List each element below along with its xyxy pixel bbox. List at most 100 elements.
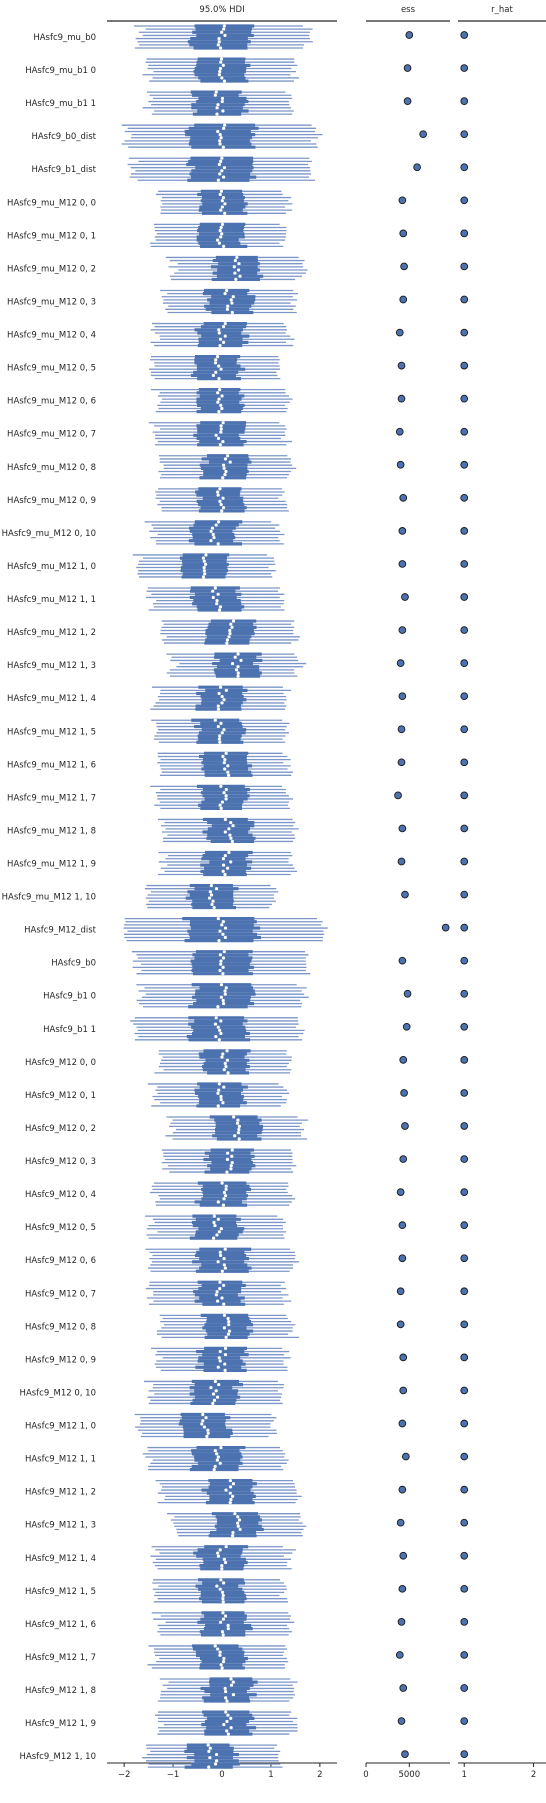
- median-point: [221, 965, 225, 969]
- median-point: [217, 1082, 221, 1086]
- parameter-row: [150, 685, 292, 711]
- median-point: [228, 1479, 232, 1483]
- rhat-point: [460, 1551, 469, 1560]
- median-point: [219, 367, 223, 371]
- median-point: [216, 1104, 220, 1108]
- median-point: [216, 1554, 221, 1558]
- parameter-label: HAsfc9_mu_M12 1, 2: [7, 628, 96, 638]
- median-point: [237, 1124, 241, 1129]
- median-point: [209, 529, 213, 533]
- rhat-panel: r_hat 1 2: [458, 5, 546, 1780]
- median-point: [214, 1016, 218, 1020]
- median-point: [223, 830, 227, 834]
- rhat-point: [460, 1089, 469, 1097]
- median-point: [223, 1194, 228, 1198]
- median-point: [217, 364, 221, 368]
- parameter-label: HAsfc9_mu_M12 1, 8: [7, 826, 96, 836]
- parameter-label: HAsfc9_mu_M12 0, 5: [7, 364, 96, 374]
- median-point: [218, 953, 223, 957]
- parameter-row: [121, 123, 323, 149]
- median-point: [214, 1389, 218, 1393]
- median-point: [222, 1257, 226, 1261]
- rhat-point: [460, 1155, 469, 1163]
- parameter-label: HAsfc9_M12 0, 6: [25, 1256, 96, 1266]
- median-point: [229, 1683, 234, 1687]
- ess-point: [401, 1452, 410, 1461]
- parameter-label: HAsfc9_M12 1, 2: [25, 1488, 96, 1498]
- median-point: [221, 506, 226, 510]
- median-point: [221, 1593, 225, 1598]
- rhat-point: [460, 394, 469, 403]
- median-point: [223, 854, 227, 858]
- median-point: [216, 704, 220, 708]
- median-point: [231, 1693, 236, 1697]
- parameter-row: [145, 1214, 287, 1240]
- median-point: [218, 499, 222, 504]
- median-point: [217, 331, 221, 335]
- median-point: [239, 658, 243, 663]
- median-point: [222, 126, 226, 130]
- parameter-label: HAsfc9_mu_M12 0, 4: [7, 331, 96, 341]
- ess-point: [399, 1386, 408, 1395]
- median-point: [207, 896, 212, 900]
- median-point: [219, 430, 223, 434]
- median-point: [223, 817, 227, 822]
- parameter-row: [150, 388, 293, 414]
- median-point: [211, 1236, 216, 1240]
- parameter-row: [149, 1181, 296, 1207]
- median-point: [211, 1401, 215, 1406]
- median-point: [227, 1320, 231, 1324]
- median-point: [218, 1548, 222, 1552]
- median-point: [219, 1445, 223, 1450]
- median-point: [218, 1250, 222, 1254]
- median-point: [232, 265, 236, 269]
- median-point: [211, 1392, 216, 1396]
- ess-point: [401, 890, 409, 899]
- median-point: [219, 1019, 223, 1023]
- ess-point: [398, 527, 407, 535]
- median-point: [229, 836, 233, 840]
- median-point: [225, 1058, 230, 1062]
- median-point: [226, 1626, 230, 1631]
- median-point: [217, 608, 222, 612]
- median-point: [219, 189, 224, 193]
- median-point: [217, 1038, 221, 1042]
- median-point: [223, 123, 227, 127]
- median-point: [223, 1362, 227, 1366]
- median-point: [220, 30, 224, 34]
- median-point: [218, 388, 222, 392]
- panel-title-hdi: 95.0% HDI: [199, 5, 244, 15]
- median-point: [217, 1088, 221, 1092]
- median-point: [220, 99, 224, 104]
- parameter-row: [144, 520, 285, 546]
- median-point: [218, 1286, 222, 1291]
- median-point: [219, 962, 223, 966]
- median-point: [223, 989, 227, 993]
- median-point: [219, 424, 223, 428]
- median-point: [200, 1422, 204, 1426]
- ess-point: [397, 394, 406, 403]
- parameter-row: [142, 90, 294, 116]
- rhat-point: [460, 1287, 469, 1296]
- median-point: [221, 1660, 226, 1664]
- median-point: [238, 1527, 242, 1532]
- median-point: [217, 328, 221, 332]
- rhat-point: [460, 1254, 469, 1263]
- rhat-point: [460, 890, 469, 899]
- rhat-point: [460, 1419, 469, 1428]
- median-point: [223, 926, 228, 930]
- median-point: [215, 106, 219, 110]
- median-point: [223, 334, 227, 338]
- median-point: [220, 394, 224, 398]
- median-point: [220, 76, 224, 80]
- rhat-point: [460, 527, 469, 535]
- rhat-point: [460, 130, 469, 139]
- median-point: [219, 136, 223, 140]
- median-point: [231, 619, 236, 623]
- median-point: [228, 1501, 232, 1505]
- median-point: [214, 1035, 218, 1039]
- parameter-label: HAsfc9_mu_M12 0, 2: [7, 264, 96, 274]
- parameter-row: [157, 751, 293, 777]
- median-point: [218, 46, 223, 50]
- parameter-label: HAsfc9_M12 0, 5: [25, 1223, 96, 1233]
